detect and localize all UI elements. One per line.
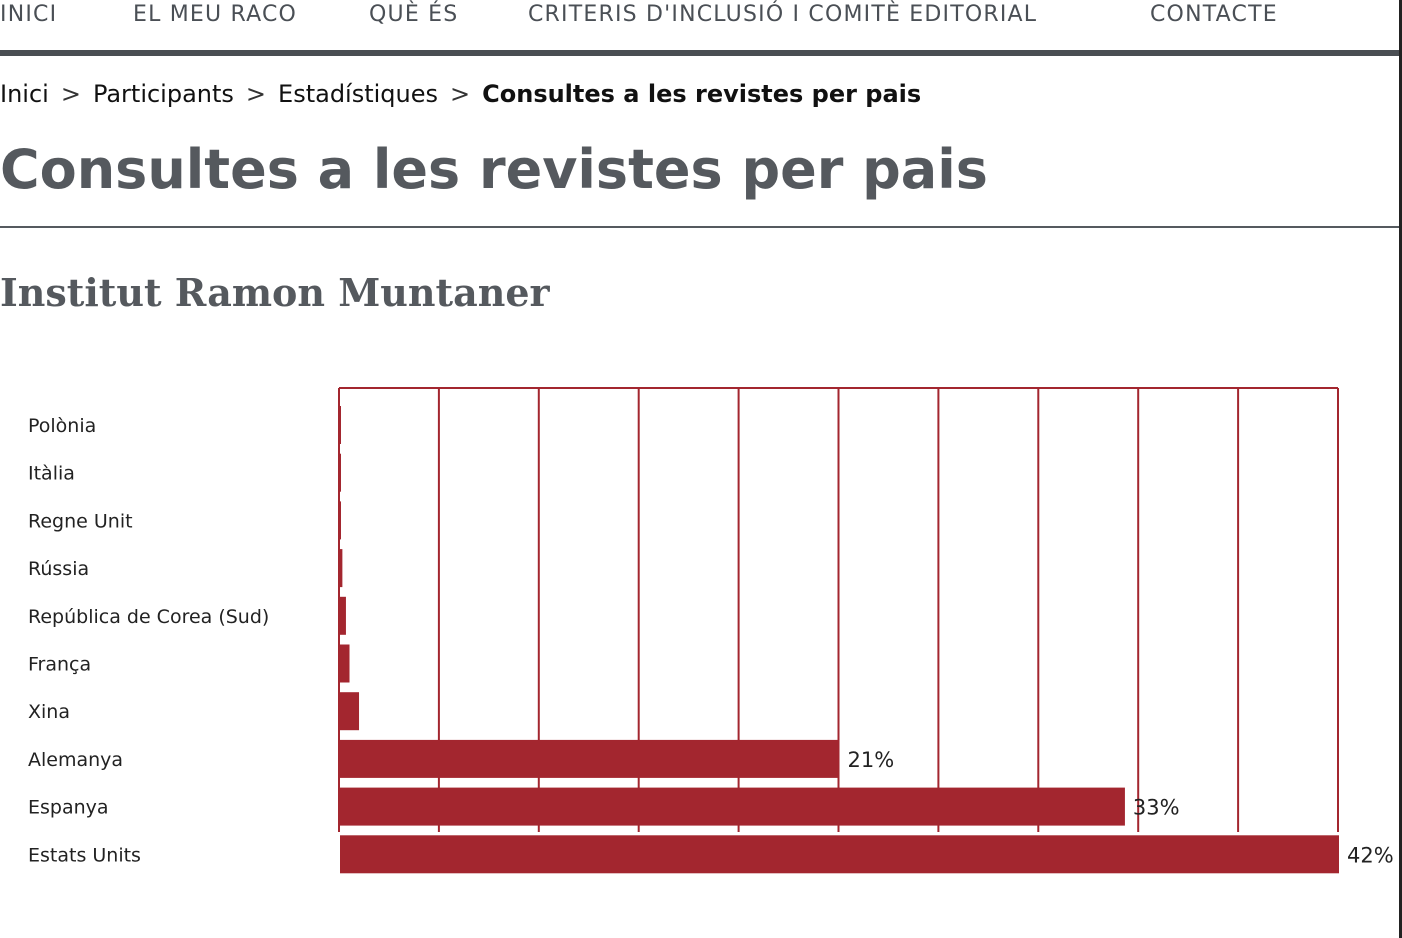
title-divider (0, 226, 1399, 228)
breadcrumb-link-estadistiques[interactable]: Estadístiques (278, 80, 439, 108)
breadcrumb-current: Consultes a les revistes per pais (482, 80, 922, 108)
chart-category-label: Espanya (28, 797, 109, 819)
nav-item-inici[interactable]: INICI (0, 2, 58, 27)
chart-bar (340, 644, 350, 683)
top-navigation: INICI EL MEU RACO QUÈ ÉS CRITERIS D'INCL… (0, 0, 1399, 48)
nav-item-que-es[interactable]: QUÈ ÉS (369, 2, 459, 27)
nav-divider (0, 50, 1399, 56)
breadcrumb-separator: > (450, 80, 471, 108)
page-title: Consultes a les revistes per pais (0, 138, 988, 201)
chart-bar (340, 406, 341, 444)
chart-category-label: Itàlia (28, 463, 75, 485)
chart-bar (340, 549, 343, 588)
breadcrumb-link-participants[interactable]: Participants (92, 80, 234, 108)
chart-category-label: Polònia (28, 415, 96, 437)
nav-item-criteris[interactable]: CRITERIS D'INCLUSIÓ I COMITÈ EDITORIAL (528, 2, 1038, 27)
nav-item-contacte[interactable]: CONTACTE (1150, 2, 1278, 27)
chart-category-label: Regne Unit (28, 510, 133, 532)
country-bar-chart: Polònia Itàlia Regne Unit Rússia República d… (28, 387, 1394, 874)
chart-bar (340, 453, 341, 492)
page-right-border (1399, 0, 1402, 938)
chart-bar (340, 596, 346, 635)
chart-category-label: França (28, 654, 91, 676)
chart-data-label: 33% (1133, 796, 1180, 820)
breadcrumb: Inici > Participants > Estadístiques > Consult… (0, 80, 921, 108)
section-heading: Institut Ramon Muntaner (0, 270, 550, 315)
chart-category-label: Xina (28, 701, 70, 723)
chart-bar (340, 692, 360, 731)
chart-bar (340, 787, 1125, 826)
breadcrumb-separator: > (60, 80, 81, 108)
chart-bar (340, 835, 1339, 874)
breadcrumb-link-inici[interactable]: Inici (0, 80, 49, 108)
chart-data-label: 42% (1347, 843, 1394, 867)
chart-category-label: Estats Units (28, 844, 141, 866)
chart-bar (340, 739, 840, 778)
chart-category-label: Rússia (28, 558, 89, 580)
chart-bar (340, 501, 341, 540)
chart-data-label: 21% (848, 748, 895, 772)
chart-category-label: República de Corea (Sud) (28, 606, 269, 628)
chart-category-label: Alemanya (28, 749, 123, 771)
breadcrumb-separator: > (245, 80, 267, 108)
nav-item-el-meu-raco[interactable]: EL MEU RACO (133, 2, 298, 27)
